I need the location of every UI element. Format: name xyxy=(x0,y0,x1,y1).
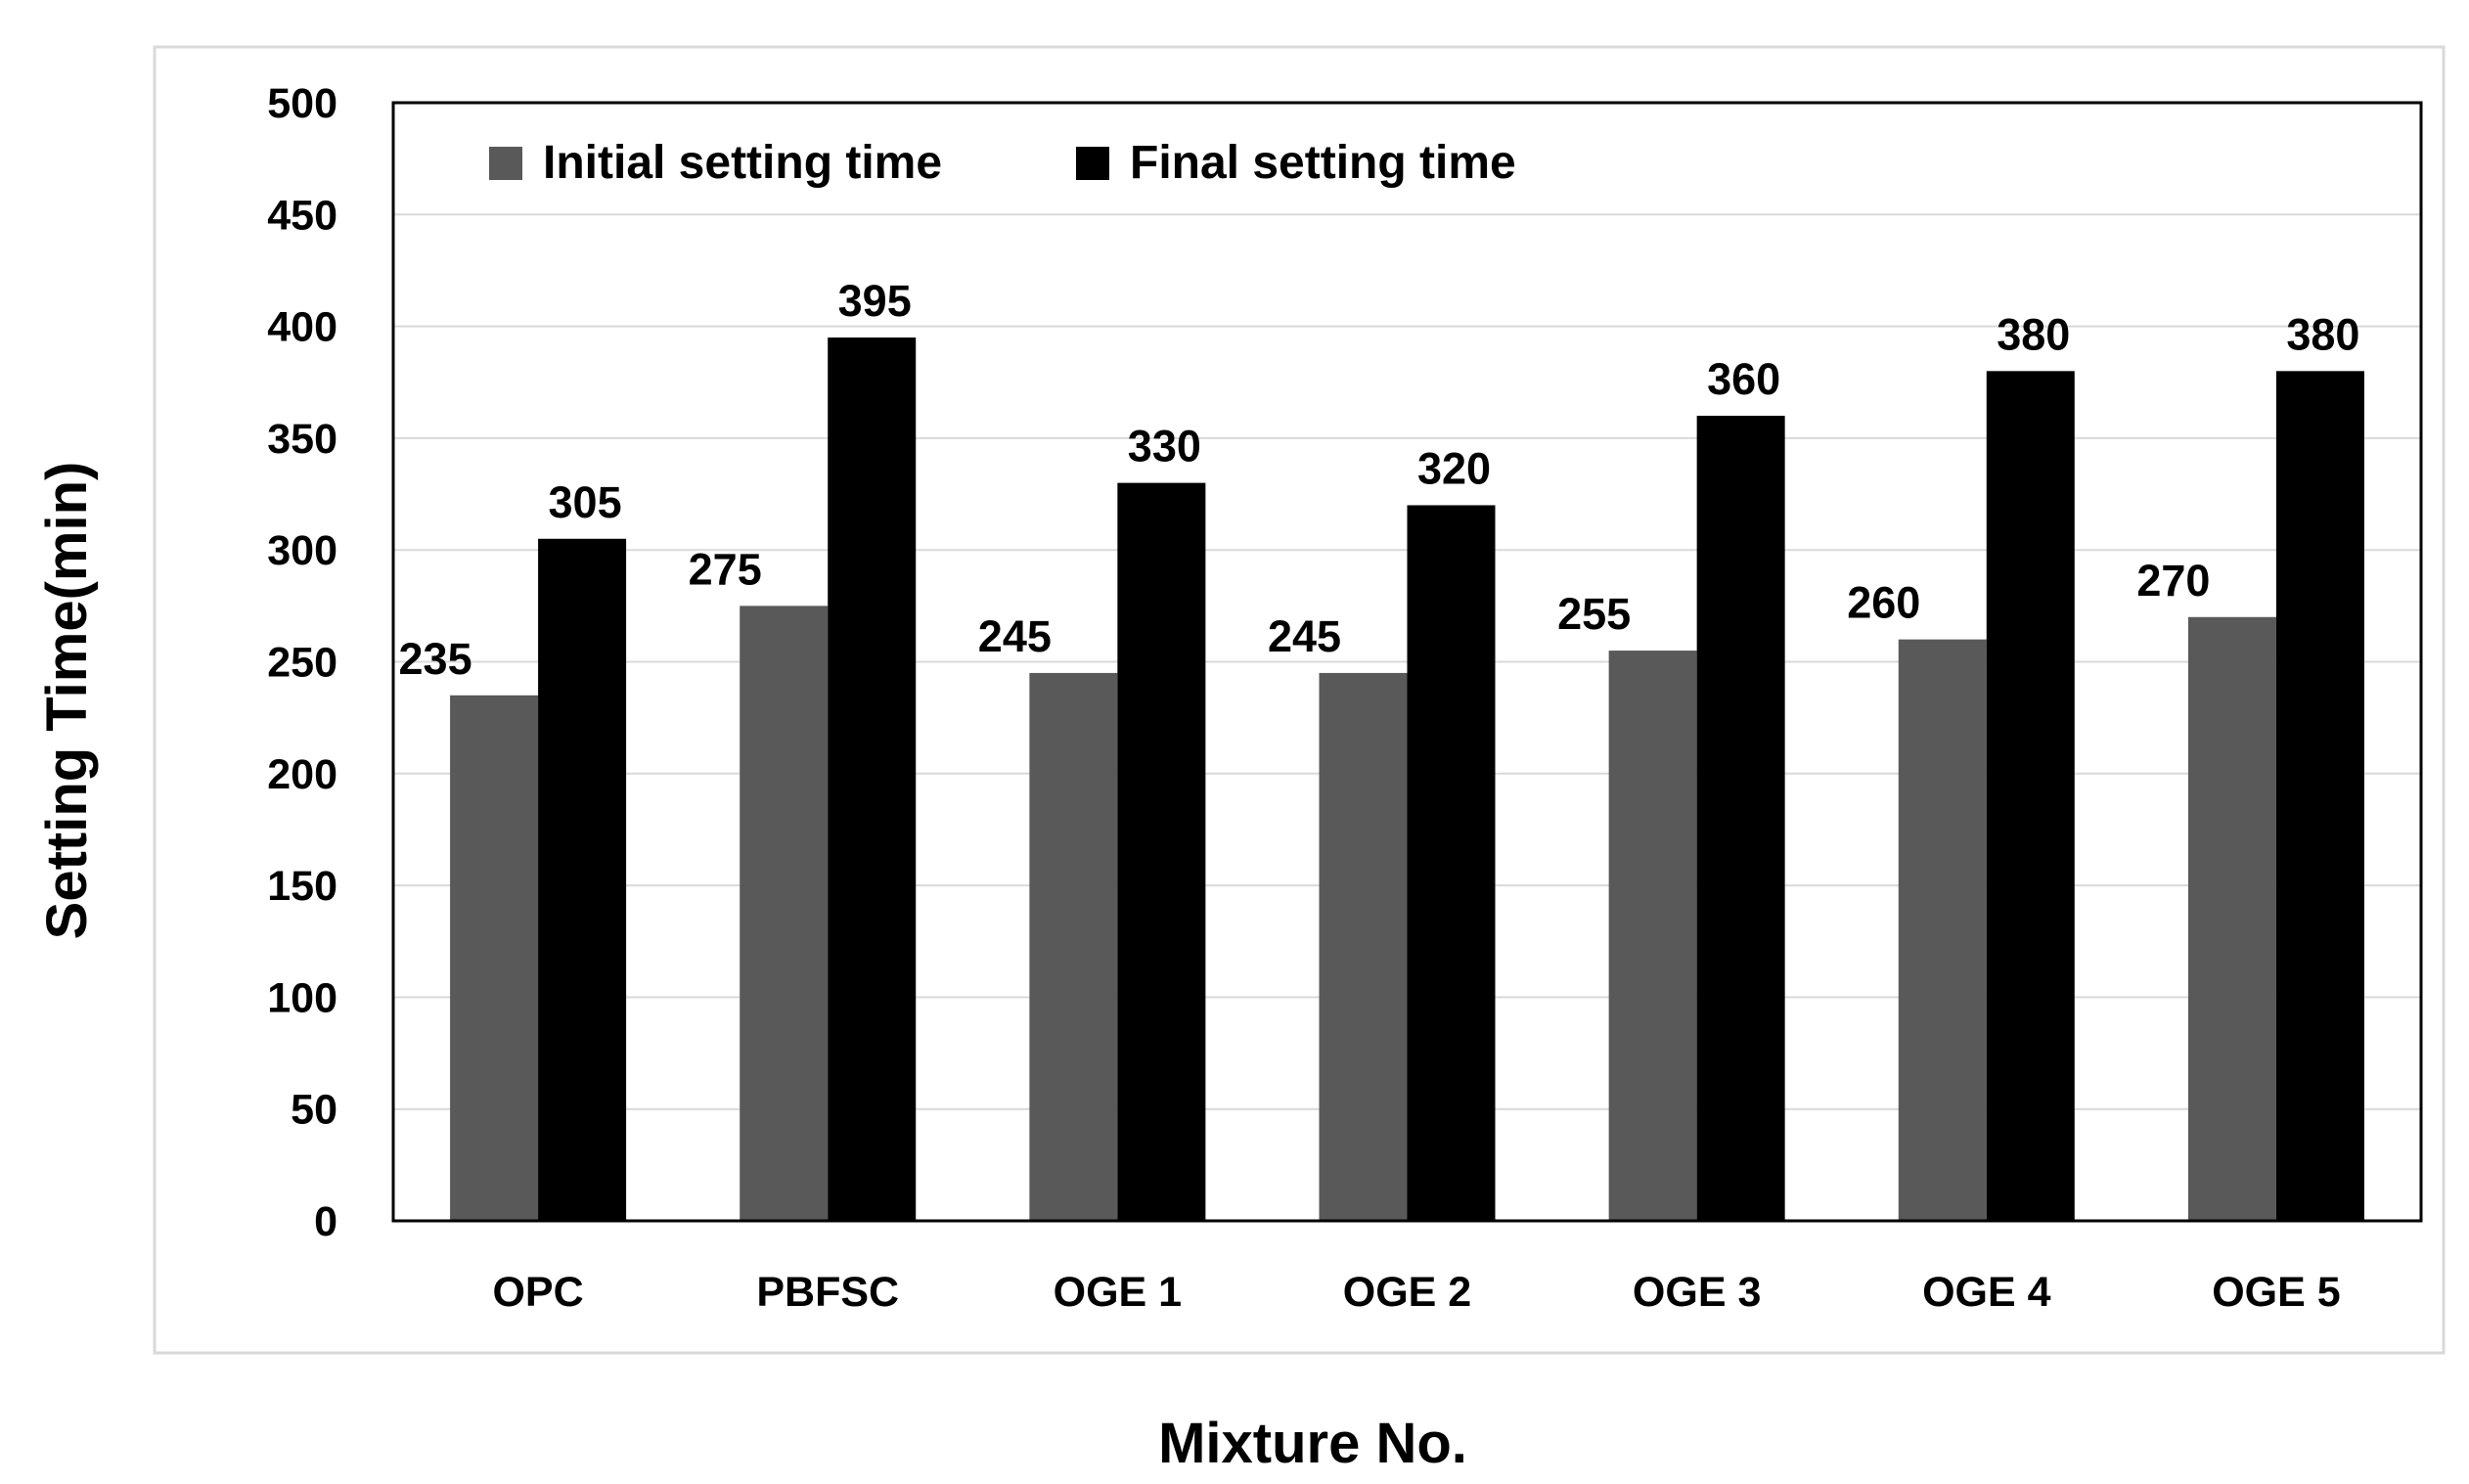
data-label: 380 xyxy=(1997,309,2070,359)
y-tick-label: 0 xyxy=(314,1198,337,1245)
data-label: 320 xyxy=(1417,443,1491,493)
bar-final xyxy=(1407,505,1496,1221)
x-tick-label: OGE 2 xyxy=(1343,1269,1471,1316)
data-label: 330 xyxy=(1128,422,1201,472)
bar-final xyxy=(1696,416,1785,1221)
data-label: 360 xyxy=(1707,354,1780,404)
data-label: 245 xyxy=(1268,611,1341,661)
bar-initial xyxy=(1608,651,1697,1221)
legend: Initial setting time Final setting time xyxy=(489,137,1516,189)
bar-initial xyxy=(740,606,829,1221)
x-tick-labels: OPC PBFSC OGE 1 OGE 2 OGE 3 OGE 4 OGE 5 xyxy=(492,1269,2340,1316)
bar-final xyxy=(1986,371,2075,1221)
data-labels: 235 305 275 395 245 330 245 320 255 360 260 380 270 3… xyxy=(399,276,2360,684)
bar-initial xyxy=(2187,616,2276,1221)
x-tick-label: OPC xyxy=(492,1269,583,1316)
y-tick-labels: 0 50 100 150 200 250 300 350 400 450 500 xyxy=(267,80,337,1245)
x-tick-label: OGE 5 xyxy=(2212,1269,2340,1316)
plot-area-border xyxy=(391,101,2423,1223)
x-tick-label: PBFSC xyxy=(756,1269,899,1316)
y-tick-label: 300 xyxy=(267,527,337,574)
legend-label: Initial setting time xyxy=(543,137,942,189)
bar-initial xyxy=(1319,672,1408,1221)
y-tick-label: 350 xyxy=(267,416,337,463)
data-label: 235 xyxy=(399,634,472,684)
x-tick-label: OGE 3 xyxy=(1633,1269,1761,1316)
data-label: 260 xyxy=(1847,578,1920,628)
y-tick-label: 450 xyxy=(267,192,337,239)
y-tick-label: 250 xyxy=(267,640,337,687)
bar-initial xyxy=(1029,672,1118,1221)
y-tick-label: 200 xyxy=(267,751,337,798)
legend-swatch xyxy=(1076,147,1109,180)
bar-final xyxy=(538,538,627,1221)
y-tick-label: 500 xyxy=(267,80,337,127)
y-tick-label: 150 xyxy=(267,863,337,910)
data-label: 395 xyxy=(838,276,912,326)
y-tick-label: 50 xyxy=(291,1087,337,1134)
data-label: 255 xyxy=(1557,589,1631,639)
bar-initial xyxy=(450,695,539,1221)
data-label: 275 xyxy=(689,544,762,594)
x-axis-label: Mixture No. xyxy=(1158,1412,1467,1475)
legend-label: Final setting time xyxy=(1130,137,1516,189)
y-tick-label: 400 xyxy=(267,304,337,351)
legend-swatch xyxy=(489,147,522,180)
bar-final xyxy=(1117,482,1206,1221)
data-label: 380 xyxy=(2286,309,2359,359)
bar-final xyxy=(2275,371,2364,1221)
bar-final xyxy=(828,337,917,1221)
data-label: 245 xyxy=(978,611,1052,661)
x-tick-label: OGE 1 xyxy=(1054,1269,1182,1316)
bars xyxy=(450,337,2364,1221)
x-tick-label: OGE 4 xyxy=(1922,1269,2051,1316)
y-axis-label: Setting Time(min) xyxy=(35,462,99,940)
data-label: 270 xyxy=(2136,556,2210,606)
bar-initial xyxy=(1898,639,1987,1221)
data-label: 305 xyxy=(549,477,622,527)
y-tick-label: 100 xyxy=(267,974,337,1021)
